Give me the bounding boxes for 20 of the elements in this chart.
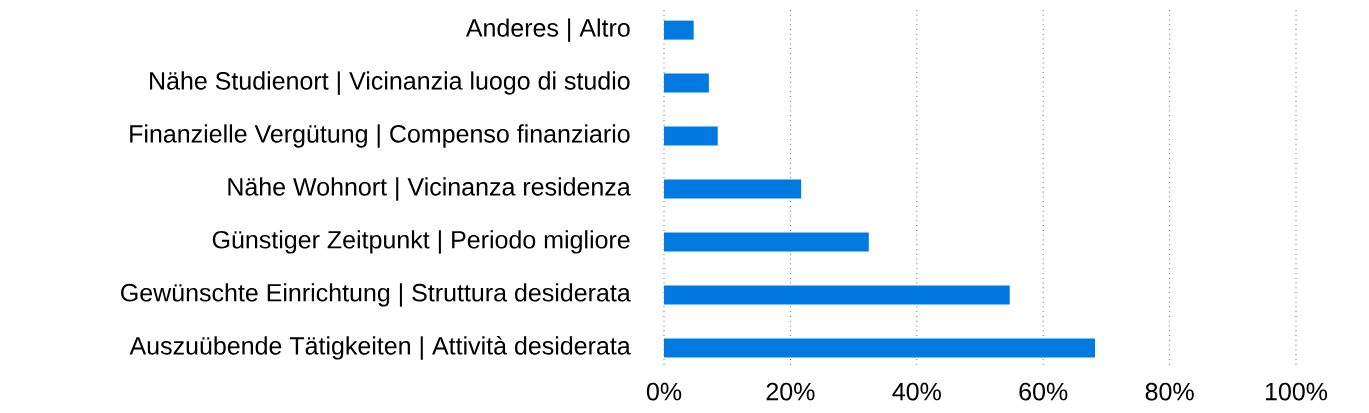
x-tick-label: 60% (1019, 382, 1068, 401)
y-tick-label: Finanzielle Vergütung | Compenso finanziario (130, 124, 630, 148)
x-tick-label: 100% (1265, 382, 1328, 401)
x-tick-label: 40% (892, 382, 941, 401)
bar (664, 20, 694, 40)
y-tick-label: Nähe Wohnort | Vicinanza residenza (228, 177, 631, 201)
bar (664, 126, 718, 146)
bar (664, 232, 869, 252)
y-tick-label: Auszuübende Tätigkeiten | Attività desiderata (129, 336, 631, 360)
bar (664, 285, 1010, 305)
bar (664, 179, 802, 199)
bar (664, 338, 1096, 358)
bar (664, 73, 709, 93)
x-tick-label: 20% (766, 382, 815, 401)
x-tick-label: 0% (646, 382, 682, 401)
y-tick-label: Anderes | Altro (465, 18, 630, 42)
y-tick-label: Günstiger Zeitpunkt | Periodo migliore (212, 230, 630, 254)
x-tick-label: 80% (1145, 382, 1194, 401)
y-tick-label: Nähe Studienort | Vicinanzia luogo di studio (150, 71, 630, 95)
y-tick-label: Gewünschte Einrichtung | Struttura desiderata (121, 283, 631, 307)
